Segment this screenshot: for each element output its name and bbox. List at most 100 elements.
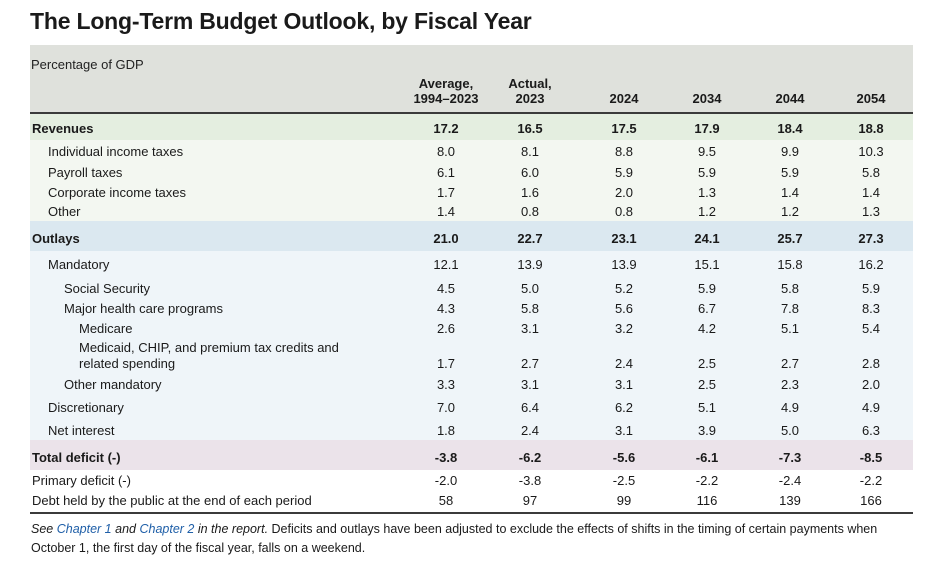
cell-actual: 6.4 (520, 400, 540, 415)
cell-2044: 25.7 (777, 231, 803, 246)
cell-2054: 166 (860, 493, 882, 508)
cell-2034: 24.1 (694, 231, 720, 246)
cell-2024: -5.6 (612, 450, 636, 465)
cell-2054: 5.9 (861, 281, 881, 296)
cell-avg: 1.8 (436, 423, 456, 438)
cell-avg: 1.7 (436, 356, 456, 371)
cell-avg: 7.0 (436, 400, 456, 415)
row-label: Individual income taxes (48, 144, 184, 159)
cell-2044: 139 (779, 493, 801, 508)
cell-actual: 5.8 (520, 301, 540, 316)
cell-2034: 3.9 (697, 423, 717, 438)
cell-actual: 3.1 (520, 377, 540, 392)
cell-actual: 8.1 (520, 144, 540, 159)
chapter-2-link[interactable]: Chapter 2 (139, 522, 195, 536)
row-label: Payroll taxes (48, 165, 123, 180)
cell-actual: -6.2 (518, 450, 542, 465)
cell-2024: 99 (616, 493, 632, 508)
cell-2034: 5.9 (697, 165, 717, 180)
column-header-2044: 2044 (775, 91, 805, 106)
cell-2044: -7.3 (778, 450, 802, 465)
row-label: Social Security (64, 281, 150, 296)
cell-2044: 5.9 (780, 165, 800, 180)
cell-2034: 5.1 (697, 400, 717, 415)
cell-avg: 12.1 (433, 257, 459, 272)
row-label: Total deficit (-) (32, 450, 121, 465)
cell-2044: 2.7 (780, 356, 800, 371)
table-header-background (30, 45, 913, 112)
column-header-actual: Actual, 2023 (508, 76, 552, 106)
row-label: Medicare (79, 321, 133, 336)
cell-2024: 8.8 (614, 144, 634, 159)
cell-avg: 17.2 (433, 121, 459, 136)
revenues-detail-band (30, 140, 913, 221)
column-header-2054: 2054 (856, 91, 886, 106)
cell-2034: -6.1 (695, 450, 719, 465)
cell-2054: 6.3 (861, 423, 881, 438)
cell-2054: 2.0 (861, 377, 881, 392)
cell-2024: 2.4 (614, 356, 634, 371)
cell-2054: 5.8 (861, 165, 881, 180)
row-label: Debt held by the public at the end of ea… (32, 493, 312, 508)
header-rule (30, 112, 913, 114)
cell-2054: 5.4 (861, 321, 881, 336)
deficit-band (30, 440, 913, 470)
cell-2034: 2.5 (697, 377, 717, 392)
cell-2054: 10.3 (858, 144, 884, 159)
cell-avg: 4.5 (436, 281, 456, 296)
cell-2034: 2.5 (697, 356, 717, 371)
cell-2024: 5.6 (614, 301, 634, 316)
row-label: Discretionary (48, 400, 124, 415)
cell-actual: 97 (522, 493, 538, 508)
cell-2024: -2.5 (612, 473, 636, 488)
cell-avg: 4.3 (436, 301, 456, 316)
cell-2054: 18.8 (858, 121, 884, 136)
revenues-band (30, 114, 913, 140)
cell-2034: 1.2 (697, 204, 717, 219)
cell-avg: 21.0 (433, 231, 459, 246)
cell-actual: -3.8 (518, 473, 542, 488)
table-subtitle: Percentage of GDP (31, 57, 144, 72)
cell-2024: 13.9 (611, 257, 637, 272)
footnote: See Chapter 1 and Chapter 2 in the repor… (31, 522, 878, 555)
outlays-detail-band (30, 251, 913, 440)
cell-actual: 22.7 (517, 231, 543, 246)
cell-2024: 23.1 (611, 231, 637, 246)
cell-2054: -2.2 (859, 473, 883, 488)
row-label: Major health care programs (64, 301, 223, 316)
cell-2044: 4.9 (780, 400, 800, 415)
cell-2034: 116 (696, 493, 718, 508)
chapter-1-link[interactable]: Chapter 1 (56, 522, 112, 536)
cell-2024: 5.2 (614, 281, 634, 296)
cell-2024: 3.2 (614, 321, 634, 336)
cell-2044: 2.3 (780, 377, 800, 392)
row-label: Corporate income taxes (48, 185, 187, 200)
cell-2054: 27.3 (858, 231, 884, 246)
cell-2024: 6.2 (614, 400, 634, 415)
cell-2034: 1.3 (697, 185, 717, 200)
cell-2044: 18.4 (777, 121, 803, 136)
row-label: Outlays (32, 231, 80, 246)
cell-avg: 58 (438, 493, 454, 508)
cell-avg: -2.0 (434, 473, 458, 488)
cell-2044: 15.8 (777, 257, 803, 272)
column-header-2024: 2024 (609, 91, 639, 106)
page-title: The Long-Term Budget Outlook, by Fiscal … (30, 8, 532, 34)
cell-2034: 4.2 (697, 321, 717, 336)
cell-2034: 15.1 (694, 257, 720, 272)
cell-actual: 1.6 (520, 185, 540, 200)
cell-2034: 9.5 (697, 144, 717, 159)
cell-2044: 5.1 (780, 321, 800, 336)
cell-actual: 3.1 (520, 321, 540, 336)
cell-2054: 16.2 (858, 257, 884, 272)
cell-actual: 2.7 (520, 356, 540, 371)
cell-2044: 1.2 (780, 204, 800, 219)
cell-avg: 3.3 (436, 377, 456, 392)
cell-2044: 7.8 (780, 301, 800, 316)
cell-2034: 5.9 (697, 281, 717, 296)
cell-2054: 1.3 (861, 204, 881, 219)
cell-2044: 9.9 (780, 144, 800, 159)
cell-2024: 5.9 (614, 165, 634, 180)
row-label: Other (48, 204, 81, 219)
cell-avg: 2.6 (436, 321, 456, 336)
